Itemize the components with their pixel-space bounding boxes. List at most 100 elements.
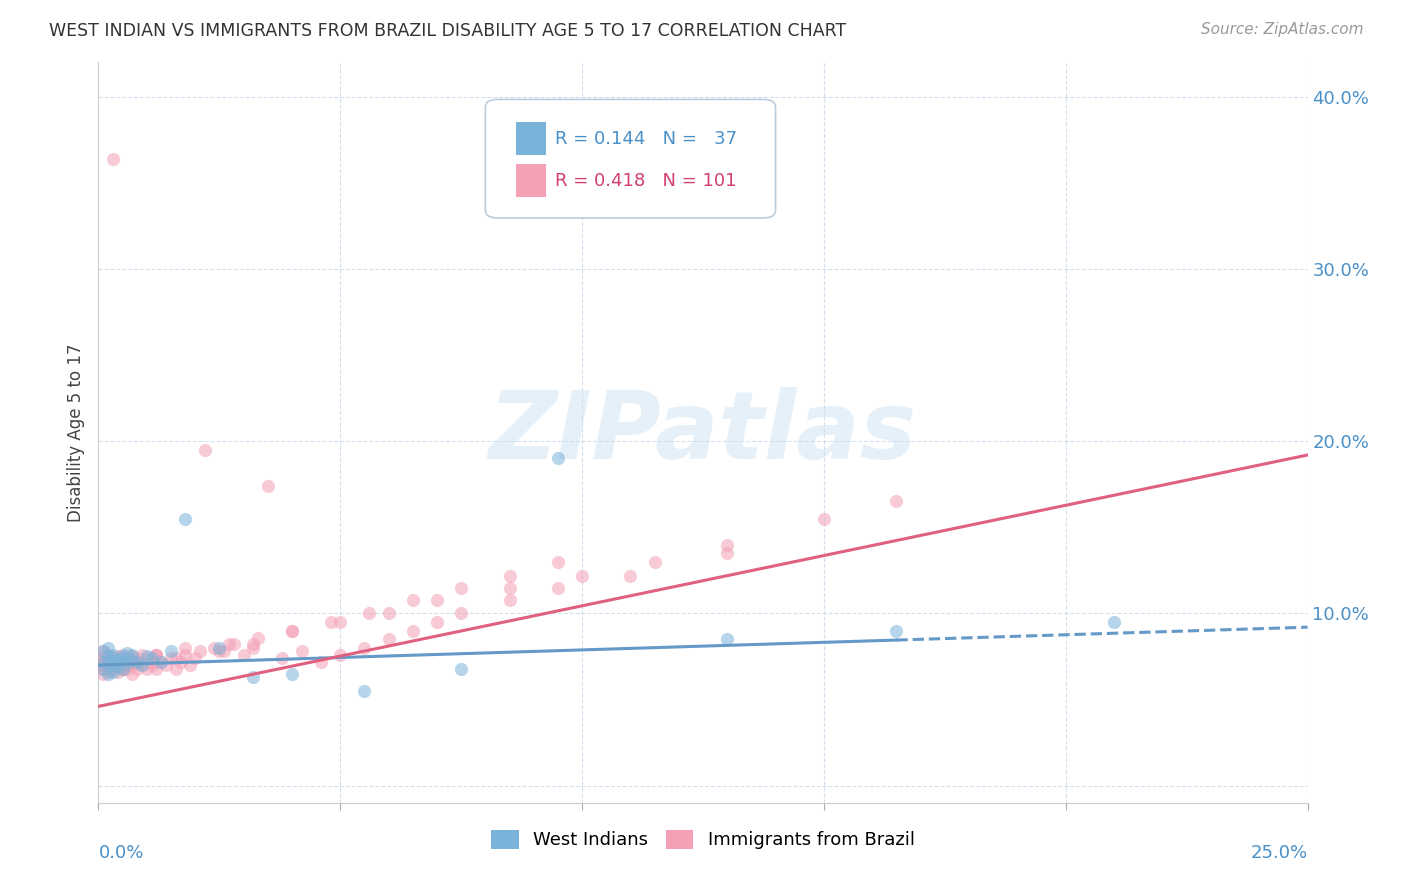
Point [145, 648, 167, 662]
Point [160, 644, 183, 658]
Point [107, 653, 129, 667]
Point [101, 651, 124, 665]
Point [256, 479, 278, 493]
Point [111, 651, 134, 665]
Point [101, 152, 124, 166]
Point [111, 661, 134, 675]
Point [145, 648, 167, 662]
Point [547, 555, 569, 569]
Point [117, 655, 139, 669]
Point [232, 648, 254, 662]
Point [886, 494, 908, 508]
Text: R = 0.144   N =   37: R = 0.144 N = 37 [555, 129, 738, 148]
Point [97, 640, 120, 655]
Point [281, 624, 304, 638]
Point [97, 649, 120, 664]
Point [194, 442, 217, 457]
FancyBboxPatch shape [516, 121, 546, 155]
FancyBboxPatch shape [485, 99, 776, 218]
Point [174, 648, 197, 662]
Point [131, 658, 153, 673]
Point [135, 651, 157, 665]
Point [135, 649, 157, 664]
Point [169, 655, 191, 669]
Point [165, 661, 187, 675]
Point [498, 568, 520, 582]
Point [450, 661, 472, 675]
Point [271, 651, 294, 665]
Point [644, 555, 666, 569]
Point [571, 568, 593, 582]
Point [91, 644, 114, 658]
Point [716, 546, 738, 560]
Point [281, 624, 304, 638]
Point [97, 660, 120, 674]
Point [111, 658, 134, 673]
Point [131, 658, 153, 673]
Point [716, 537, 738, 551]
Point [101, 651, 124, 665]
Text: ZIPatlas: ZIPatlas [489, 386, 917, 479]
Point [426, 592, 449, 607]
Point [101, 665, 124, 679]
Point [91, 661, 114, 675]
Point [117, 657, 139, 671]
Point [101, 658, 124, 673]
Point [402, 624, 425, 638]
Point [135, 661, 157, 675]
Point [426, 615, 449, 629]
Point [97, 657, 120, 671]
Point [101, 658, 124, 673]
Point [127, 655, 149, 669]
Text: Source: ZipAtlas.com: Source: ZipAtlas.com [1201, 22, 1364, 37]
Point [97, 666, 120, 681]
Point [218, 637, 240, 651]
Point [131, 648, 153, 662]
Point [150, 655, 173, 669]
Point [498, 581, 520, 595]
Point [121, 655, 143, 669]
Point [97, 648, 120, 662]
Text: R = 0.418   N = 101: R = 0.418 N = 101 [555, 172, 737, 190]
Point [450, 607, 472, 621]
Point [127, 661, 149, 675]
Point [127, 655, 149, 669]
Point [91, 658, 114, 673]
Point [716, 632, 738, 647]
Point [111, 661, 134, 675]
Point [97, 655, 120, 669]
Point [121, 648, 143, 662]
Point [145, 661, 167, 675]
Point [107, 660, 129, 674]
Point [242, 640, 264, 655]
Point [174, 640, 197, 655]
Point [117, 651, 139, 665]
Point [208, 640, 231, 655]
Point [91, 655, 114, 669]
Point [547, 581, 569, 595]
Point [145, 648, 167, 662]
Point [111, 661, 134, 675]
Point [329, 615, 352, 629]
Point [91, 649, 114, 664]
Point [127, 655, 149, 669]
Point [97, 653, 120, 667]
Point [450, 581, 472, 595]
Point [309, 655, 332, 669]
Point [329, 648, 352, 662]
Point [377, 607, 399, 621]
Point [184, 651, 207, 665]
Point [121, 666, 143, 681]
Point [1102, 615, 1125, 629]
Y-axis label: Disability Age 5 to 17: Disability Age 5 to 17 [66, 343, 84, 522]
Point [117, 661, 139, 675]
Point [160, 651, 183, 665]
Point [97, 658, 120, 673]
Point [242, 637, 264, 651]
Point [107, 665, 129, 679]
Point [91, 666, 114, 681]
Point [111, 655, 134, 669]
Point [141, 655, 163, 669]
Point [179, 658, 201, 673]
Point [91, 644, 114, 658]
